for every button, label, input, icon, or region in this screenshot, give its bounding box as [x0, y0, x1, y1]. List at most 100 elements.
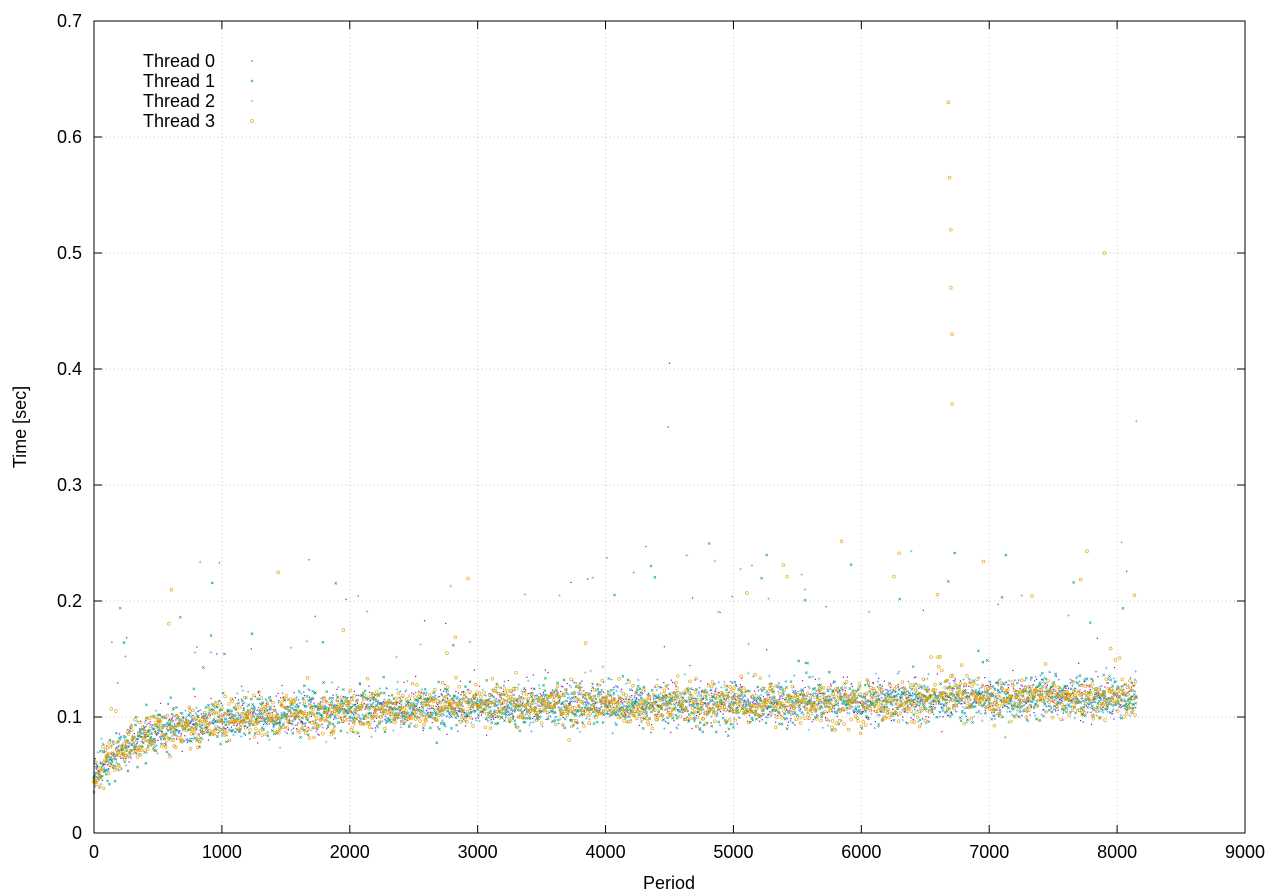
data-point [171, 707, 175, 711]
data-point [440, 721, 444, 724]
data-point [956, 694, 960, 698]
data-point [1017, 715, 1021, 719]
data-point [324, 706, 327, 709]
data-point [1061, 699, 1065, 703]
data-point [1006, 683, 1010, 687]
data-point [1051, 692, 1054, 695]
data-point [455, 697, 458, 700]
data-point [744, 700, 746, 702]
data-point [107, 782, 111, 786]
data-point [526, 716, 529, 720]
data-point [851, 705, 854, 709]
data-point [1061, 698, 1063, 700]
data-point [106, 769, 109, 773]
data-point [723, 680, 726, 684]
data-point [657, 705, 659, 707]
data-point [465, 712, 469, 716]
data-point [591, 686, 595, 689]
data-point [745, 699, 749, 703]
data-point [528, 717, 532, 721]
data-point [892, 718, 896, 722]
data-point [221, 691, 225, 695]
data-point [753, 702, 755, 705]
data-point [170, 731, 173, 734]
data-point [672, 681, 674, 684]
data-point [386, 687, 388, 690]
data-point [1090, 711, 1092, 713]
data-point [905, 721, 909, 725]
data-point [273, 705, 275, 707]
data-point [906, 697, 908, 700]
data-point [103, 769, 107, 772]
data-point [923, 685, 926, 688]
data-point [661, 719, 664, 722]
data-point [899, 699, 902, 703]
data-point [236, 724, 238, 726]
data-point [308, 559, 310, 561]
data-point [168, 753, 171, 757]
data-point [596, 706, 598, 709]
data-point [196, 714, 200, 718]
data-point [158, 713, 162, 717]
data-point [168, 718, 171, 720]
data-point [242, 715, 245, 719]
data-point [1129, 677, 1132, 679]
data-point [551, 711, 555, 715]
data-point [407, 711, 410, 714]
data-point [976, 649, 980, 653]
data-point [998, 678, 1002, 681]
data-point [971, 702, 974, 704]
data-point [410, 722, 412, 724]
data-point [444, 725, 447, 728]
data-point [704, 688, 707, 691]
data-point [767, 704, 771, 708]
data-point [198, 560, 202, 564]
data-point [938, 691, 940, 693]
data-point [331, 714, 334, 716]
data-point [1032, 683, 1035, 687]
data-point [1073, 716, 1077, 720]
data-point [709, 706, 711, 709]
data-point [425, 691, 428, 695]
data-point [679, 710, 683, 714]
data-point [290, 719, 294, 722]
data-point [468, 712, 471, 715]
data-point [925, 707, 928, 711]
data-point [966, 718, 969, 722]
data-point [266, 730, 270, 734]
data-point [599, 683, 602, 687]
data-point [736, 723, 738, 725]
data-point [978, 687, 981, 691]
data-point [627, 700, 631, 704]
data-point [328, 722, 332, 725]
data-point [342, 721, 344, 723]
data-point [601, 665, 605, 669]
data-point [836, 702, 839, 705]
data-point [312, 698, 314, 700]
data-point [938, 715, 942, 718]
data-point [881, 711, 885, 714]
data-point [189, 714, 193, 718]
data-point [650, 731, 652, 734]
data-point [784, 679, 788, 683]
data-point [841, 689, 845, 693]
data-point [170, 734, 174, 738]
data-point [291, 731, 295, 735]
data-point [894, 691, 896, 693]
data-point [1090, 701, 1093, 704]
data-point [165, 732, 167, 735]
data-point [887, 691, 889, 693]
data-point [411, 692, 413, 694]
data-point [501, 703, 503, 705]
data-point [446, 714, 449, 718]
data-point [789, 680, 793, 684]
data-point [1007, 720, 1010, 724]
data-point [855, 709, 859, 712]
data-point [210, 720, 214, 723]
data-point [864, 698, 866, 700]
data-point [1006, 706, 1010, 710]
data-point [378, 708, 380, 710]
data-point [326, 719, 329, 722]
data-point [918, 711, 922, 714]
data-point [400, 703, 403, 707]
